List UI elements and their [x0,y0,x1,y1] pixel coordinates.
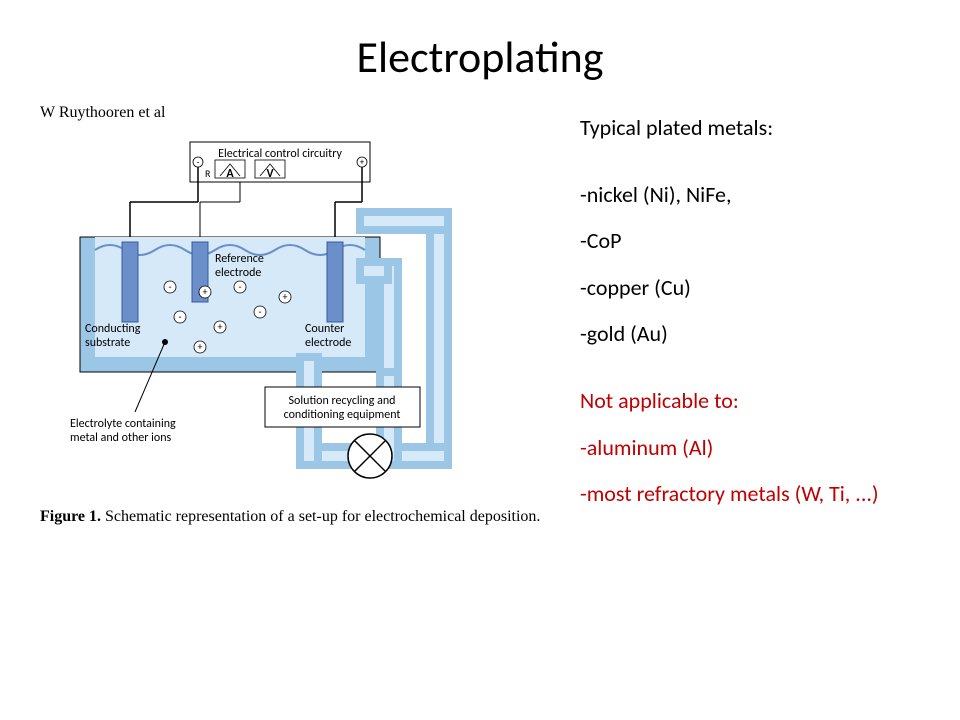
label-counter1: Counter [305,322,344,336]
conducting-substrate-icon [122,242,138,322]
svg-text:-: - [238,280,241,293]
right-column: Typical plated metals: -nickel (Ni), NiF… [580,104,920,528]
figure-caption: Figure 1. Schematic representation of a … [40,507,560,528]
plated-item-0: -nickel (Ni), NiFe, [580,181,920,210]
label-counter2: electrode [305,336,351,350]
svg-text:-: - [258,305,261,318]
label-elec1: Electrolyte containing [70,417,176,431]
meter-v: V [266,167,274,181]
label-cond1: Conducting [85,322,141,336]
plated-header: Typical plated metals: [580,114,920,143]
svg-text:-: - [197,157,200,168]
page-title: Electroplating [40,30,920,84]
not-header: Not applicable to: [580,387,920,416]
svg-text:+: + [360,157,365,168]
counter-electrode-icon [327,242,343,322]
author-text: W Ruythooren et al [40,104,560,122]
plated-item-2: -copper (Cu) [580,274,920,303]
caption-bold: Figure 1. [40,508,101,525]
diagram: Electrical control circuitry A V R - + [40,132,540,492]
label-control: Electrical control circuitry [218,147,342,161]
label-elec2: metal and other ions [70,431,172,445]
svg-text:-: - [178,310,181,323]
label-ref1: Reference [215,252,264,266]
plated-item-3: -gold (Au) [580,320,920,349]
label-cond2: substrate [85,336,130,350]
svg-text:+: + [203,285,208,298]
label-r: R [205,167,211,180]
meter-a: A [226,167,234,181]
plated-item-1: -CoP [580,227,920,256]
svg-text:+: + [198,340,203,353]
not-item-0: -aluminum (Al) [580,434,920,463]
not-item-1: -most refractory metals (W, Ti, ...) [580,480,920,509]
label-recycle2: conditioning equipment [284,408,401,422]
left-column: W Ruythooren et al Electrical control ci… [40,104,560,528]
author-span: W Ruythooren et al [40,104,165,121]
label-recycle1: Solution recycling and [289,394,396,408]
svg-text:+: + [283,290,288,303]
svg-text:-: - [168,280,171,293]
label-ref2: electrode [215,266,261,280]
content-row: W Ruythooren et al Electrical control ci… [40,104,920,528]
caption-rest: Schematic representation of a set-up for… [101,508,540,525]
svg-text:+: + [218,320,223,333]
